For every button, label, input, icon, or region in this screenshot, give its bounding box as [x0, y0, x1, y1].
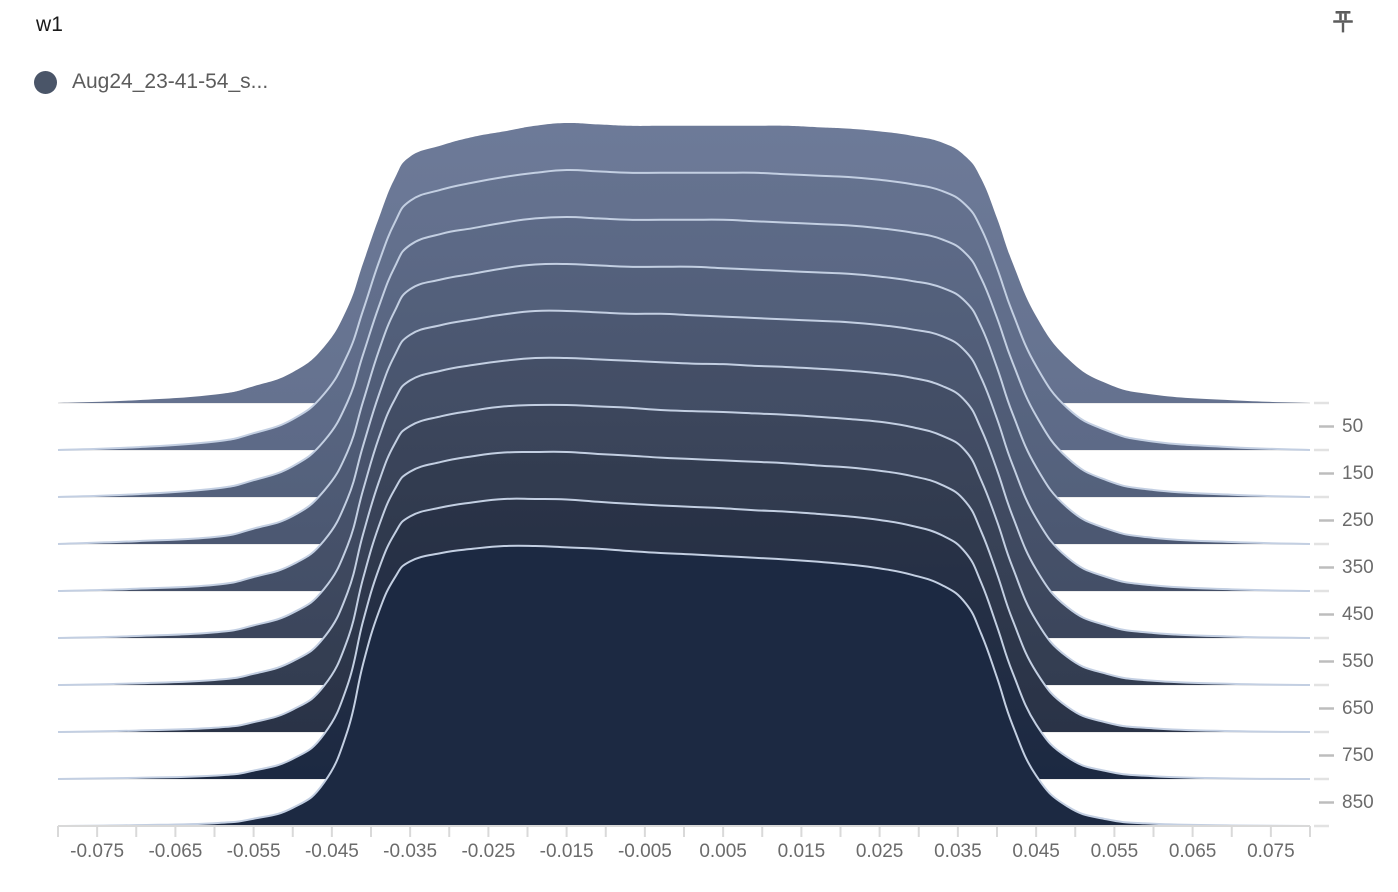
ridge-outline: [57, 215, 1311, 498]
ridge-area: [58, 545, 1310, 826]
x-tick-label: -0.055: [226, 841, 281, 862]
y-axis-ticks: [1314, 401, 1334, 828]
ridge-outline: [57, 497, 1311, 780]
x-tick-label: 0.035: [934, 841, 982, 862]
y-tick-label: 150: [1342, 462, 1374, 484]
legend[interactable]: Aug24_23-41-54_s...: [34, 65, 268, 99]
ridge-outline: [57, 168, 1311, 451]
legend-swatch: [34, 70, 57, 94]
x-tick-label: 0.045: [1012, 841, 1060, 862]
x-tick-label: -0.005: [617, 841, 672, 862]
x-tick-label: -0.075: [70, 841, 125, 862]
y-tick-label: 650: [1342, 697, 1374, 719]
y-tick-label: 850: [1342, 791, 1374, 813]
y-tick-label: 450: [1342, 603, 1374, 625]
ridge-outline: [57, 262, 1311, 545]
y-tick-label: 550: [1342, 650, 1374, 672]
y-tick-label: 350: [1342, 556, 1374, 578]
ridge-outline: [57, 450, 1311, 733]
x-tick-label: -0.025: [461, 841, 516, 862]
ridge-outline: [57, 403, 1311, 686]
x-axis: [57, 825, 1311, 837]
ridge-outline: [57, 309, 1311, 592]
x-tick-label: -0.065: [148, 841, 203, 862]
ridge-outline: [57, 356, 1311, 639]
y-tick-label: 250: [1342, 509, 1374, 531]
x-tick-label: 0.015: [777, 841, 826, 862]
x-tick-label: -0.015: [539, 841, 594, 862]
x-tick-label: -0.035: [383, 841, 438, 862]
x-tick-label: 0.065: [1168, 841, 1217, 862]
legend-item-label: Aug24_23-41-54_s...: [72, 70, 269, 93]
pin-icon[interactable]: [1326, 6, 1360, 40]
page-title: w1: [36, 13, 64, 36]
x-tick-label: 0.005: [699, 841, 747, 862]
y-tick-label: 750: [1342, 744, 1374, 766]
y-tick-label: 50: [1342, 415, 1364, 437]
x-tick-label: -0.045: [304, 841, 359, 862]
x-tick-label: 0.075: [1247, 841, 1295, 862]
ridge-series-group: [57, 122, 1311, 827]
x-tick-label: 0.025: [855, 841, 904, 862]
x-tick-label: 0.055: [1090, 841, 1139, 862]
ridge-outline: [57, 544, 1311, 827]
